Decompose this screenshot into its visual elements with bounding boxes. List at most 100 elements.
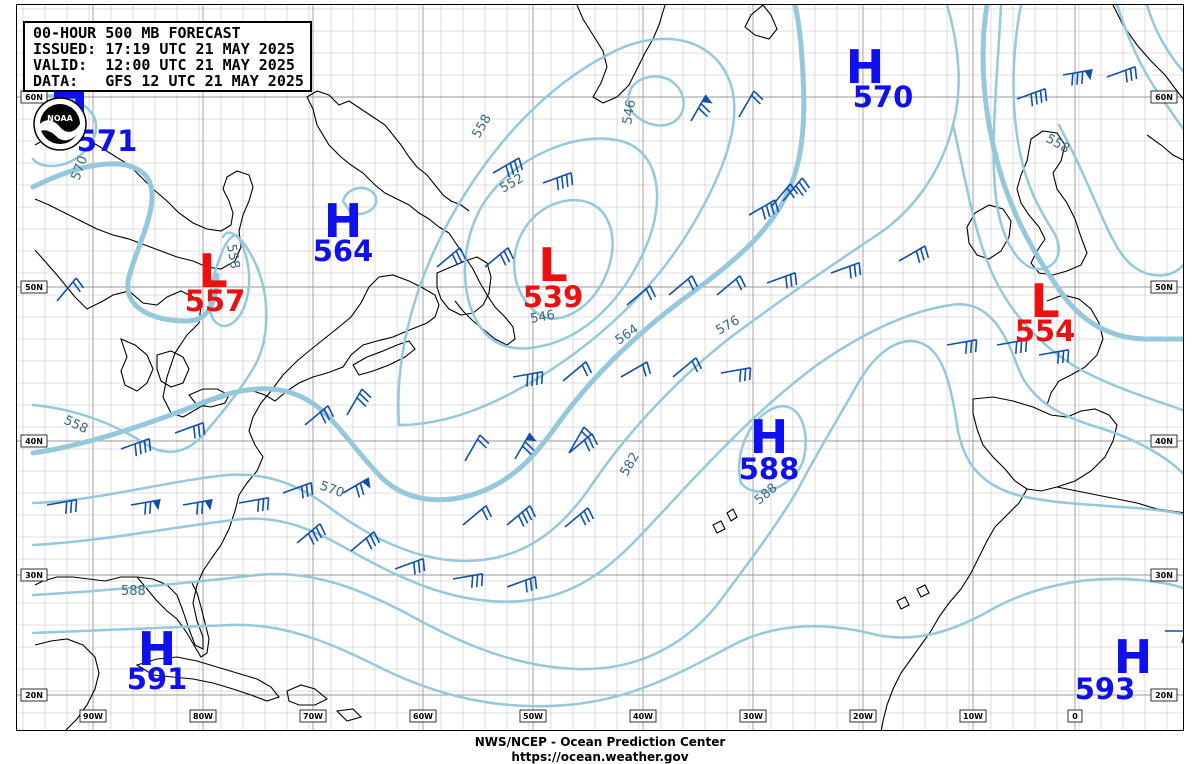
wind-barb xyxy=(568,433,599,454)
longitude-label-box xyxy=(189,709,217,723)
high-value: 593 xyxy=(1075,672,1136,706)
wind-barb xyxy=(748,199,780,220)
pressure-systems: H 570 H 564 L 557 L 539 L 554 H 588 H 59… xyxy=(50,40,1153,706)
latitude-label-box xyxy=(20,434,48,448)
longitude-label: 50W xyxy=(523,712,543,721)
contour-label: 570 xyxy=(69,154,92,182)
wind-barb xyxy=(1038,349,1070,364)
longitude-label: 80W xyxy=(193,712,213,721)
latitude-labels: 60N 60N 50N 50N 40N 40N 30N 30N 20N 20N xyxy=(20,90,1178,702)
contour-588-closed xyxy=(737,405,807,493)
wind-barb xyxy=(514,432,537,460)
contour-label: 552 xyxy=(498,171,527,196)
contour-570-west xyxy=(30,161,220,324)
high-value: 570 xyxy=(853,80,914,114)
longitude-label: 40W xyxy=(633,712,653,721)
longitude-label: 90W xyxy=(83,712,103,721)
coast-britain xyxy=(1016,130,1088,276)
coast-hispaniola xyxy=(286,684,363,722)
latitude-label: 50N xyxy=(25,283,43,292)
high-marker: H xyxy=(750,410,789,464)
wind-barb xyxy=(996,339,1028,354)
footer-url[interactable]: https://ocean.weather.gov xyxy=(511,750,689,764)
wind-barb xyxy=(770,183,799,208)
wind-barb xyxy=(304,405,335,426)
header-valid: VALID: 12:00 UTC 21 MAY 2025 xyxy=(33,56,295,74)
wind-barb xyxy=(782,177,811,202)
high-marker: H xyxy=(324,194,363,248)
longitude-label-box xyxy=(739,709,767,723)
header-title: 00-HOUR 500 MB FORECAST xyxy=(33,24,241,42)
longitude-label: 20W xyxy=(853,712,873,721)
latitude-label-box xyxy=(20,568,48,582)
wind-barb xyxy=(898,245,930,264)
longitude-label-box xyxy=(409,709,437,723)
low-value: 557 xyxy=(185,284,246,318)
latitude-label: 20N xyxy=(1155,691,1173,700)
contour-label: 558 xyxy=(1043,131,1072,156)
longitude-label-box xyxy=(629,709,657,723)
contour-588 xyxy=(31,577,1183,708)
wind-barb xyxy=(830,261,862,279)
low-marker: L xyxy=(198,244,227,298)
latitude-label: 40N xyxy=(25,437,43,446)
latitude-label: 40N xyxy=(1155,437,1173,446)
lat-lon-grid xyxy=(17,5,1183,730)
longitude-label-box xyxy=(959,709,987,723)
latitude-label: 60N xyxy=(1155,93,1173,102)
wind-barb xyxy=(120,437,152,457)
wind-barb xyxy=(564,507,595,528)
coast-nova-scotia xyxy=(352,340,416,376)
contour-570-main xyxy=(31,5,960,563)
high-value: 591 xyxy=(127,662,188,696)
low-value: 554 xyxy=(1015,314,1076,348)
coast-florida xyxy=(136,576,210,658)
contour-582 xyxy=(31,339,1183,671)
wind-barb xyxy=(626,285,657,306)
height-contours xyxy=(30,5,1183,708)
longitude-label: 30W xyxy=(743,712,763,721)
wind-barb xyxy=(462,505,493,526)
contour-546-europe xyxy=(1115,5,1183,131)
latitude-label: 60N xyxy=(25,93,43,102)
wind-barb xyxy=(182,499,213,515)
wind-barb xyxy=(946,339,978,354)
wind-barb xyxy=(562,361,593,382)
wind-barb xyxy=(452,573,484,588)
longitude-label: 10W xyxy=(963,712,983,721)
wind-barb xyxy=(672,357,703,378)
coast-hudson-bay xyxy=(34,132,254,270)
wind-barb xyxy=(282,481,314,499)
contour-564-small-high xyxy=(341,186,378,216)
contour-552-europe xyxy=(1057,123,1183,277)
coast-greenland xyxy=(576,5,666,104)
contour-558-newfoundland xyxy=(208,233,251,328)
wind-barb xyxy=(1016,87,1048,107)
low-value: 539 xyxy=(523,280,584,314)
high-marker: H xyxy=(846,40,885,94)
weather-map: 558 552 546 558 564 576 582 588 570 588 … xyxy=(17,5,1183,730)
header-issued: ISSUED: 17:19 UTC 21 MAY 2025 xyxy=(33,40,295,58)
latitude-label: 30N xyxy=(1155,571,1173,580)
contour-546-main-low xyxy=(512,198,614,320)
longitude-label-box xyxy=(1067,709,1083,723)
contour-570-europe xyxy=(951,123,1183,412)
contour-558-low-557 xyxy=(31,231,268,453)
latitude-label: 50N xyxy=(1155,283,1173,292)
coast-cuba xyxy=(135,656,280,702)
coast-scandinavia-sweden xyxy=(1146,134,1183,161)
wind-barb xyxy=(296,523,327,545)
high-marker: H xyxy=(1114,630,1153,684)
contour-570-hudson xyxy=(31,94,98,168)
wind-barb xyxy=(492,157,524,178)
contour-label: 546 xyxy=(529,308,556,327)
coast-iberia xyxy=(972,396,1118,492)
wind-barb xyxy=(238,497,270,512)
coast-iceland xyxy=(744,5,778,40)
contour-564-jet xyxy=(30,5,807,503)
high-marker: H xyxy=(138,622,177,676)
wind-barb xyxy=(506,575,538,593)
wind-barb xyxy=(484,247,515,268)
latitude-label-box xyxy=(1150,280,1178,294)
coast-north-america-east xyxy=(34,249,440,650)
